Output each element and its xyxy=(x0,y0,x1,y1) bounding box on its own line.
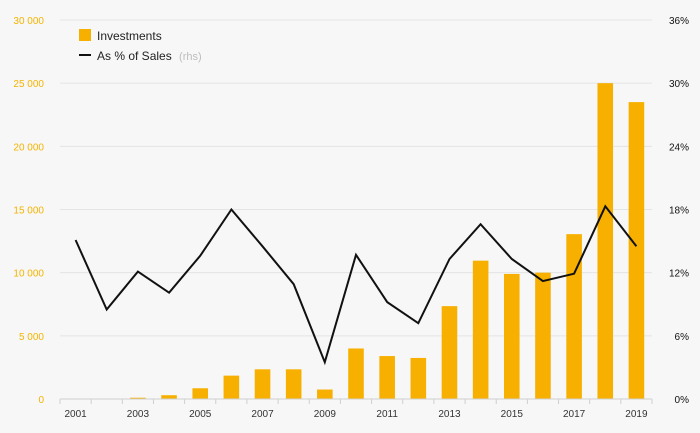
x-axis-tick-label: 2017 xyxy=(563,409,586,420)
left-axis-tick-label: 20 000 xyxy=(13,142,44,153)
percent-of-sales-line xyxy=(74,204,638,366)
x-axis-tick-label: 2005 xyxy=(189,409,212,420)
x-axis-tick-label: 2003 xyxy=(127,409,150,420)
investment-bar xyxy=(254,369,271,399)
right-axis-tick-label: 18% xyxy=(669,206,689,217)
x-axis-tick-label: 2009 xyxy=(314,409,337,420)
investment-bar xyxy=(130,397,146,399)
right-axis-tick-label: 24% xyxy=(669,142,689,153)
x-axis-tick-label: 2007 xyxy=(251,409,274,420)
gridlines xyxy=(60,19,652,337)
legend-label-percent-name: As % of Sales xyxy=(97,49,172,63)
legend-label-investments: Investments xyxy=(97,29,162,43)
investment-bars xyxy=(130,83,645,400)
x-axis-tick-label: 2013 xyxy=(438,409,461,420)
legend-swatch-investments xyxy=(79,29,91,41)
investment-bar xyxy=(192,388,208,399)
x-axis-tick-label: 2015 xyxy=(501,409,524,420)
left-axis-tick-label: 15 000 xyxy=(13,206,44,217)
investment-bar xyxy=(379,356,395,399)
left-axis-tick-label: 10 000 xyxy=(13,269,44,280)
right-axis-tick-label: 30% xyxy=(669,79,689,90)
investment-bar xyxy=(535,272,551,399)
legend: Investments As % of Sales (rhs) xyxy=(79,29,202,63)
right-axis-tick-label: 12% xyxy=(669,269,689,280)
x-axis-tick-label: 2019 xyxy=(625,409,648,420)
left-axis-tick-label: 5 000 xyxy=(19,332,44,343)
investment-bar xyxy=(348,348,364,399)
axes: 0 5 000 10 000 15 000 20 000 25 000 30 000 0% 6%… xyxy=(13,16,689,420)
left-axis-tick-label: 30 000 xyxy=(13,16,44,27)
investment-bar xyxy=(504,273,520,399)
investment-bar xyxy=(285,369,302,399)
legend-label-percent-suffix: (rhs) xyxy=(179,51,202,63)
investment-bar xyxy=(317,389,333,399)
right-axis-tick-label: 36% xyxy=(669,16,689,27)
investment-bar xyxy=(566,234,582,399)
x-axis-tick-label: 2011 xyxy=(376,409,398,420)
investment-bar xyxy=(161,395,177,399)
investment-bar xyxy=(410,357,427,399)
investment-bar xyxy=(597,83,614,400)
legend-label-percent: As % of Sales (rhs) xyxy=(97,49,202,63)
x-axis-tick-label: 2001 xyxy=(64,409,87,420)
right-axis-tick-label: 0% xyxy=(675,395,690,406)
investment-bar xyxy=(223,375,240,399)
investment-bar xyxy=(441,306,458,399)
percent-line xyxy=(74,204,638,366)
left-axis-tick-label: 0 xyxy=(38,395,44,406)
left-axis-tick-label: 25 000 xyxy=(13,79,44,90)
investment-bar xyxy=(628,102,645,399)
right-axis-tick-label: 6% xyxy=(675,332,690,343)
investment-bar xyxy=(472,260,489,399)
